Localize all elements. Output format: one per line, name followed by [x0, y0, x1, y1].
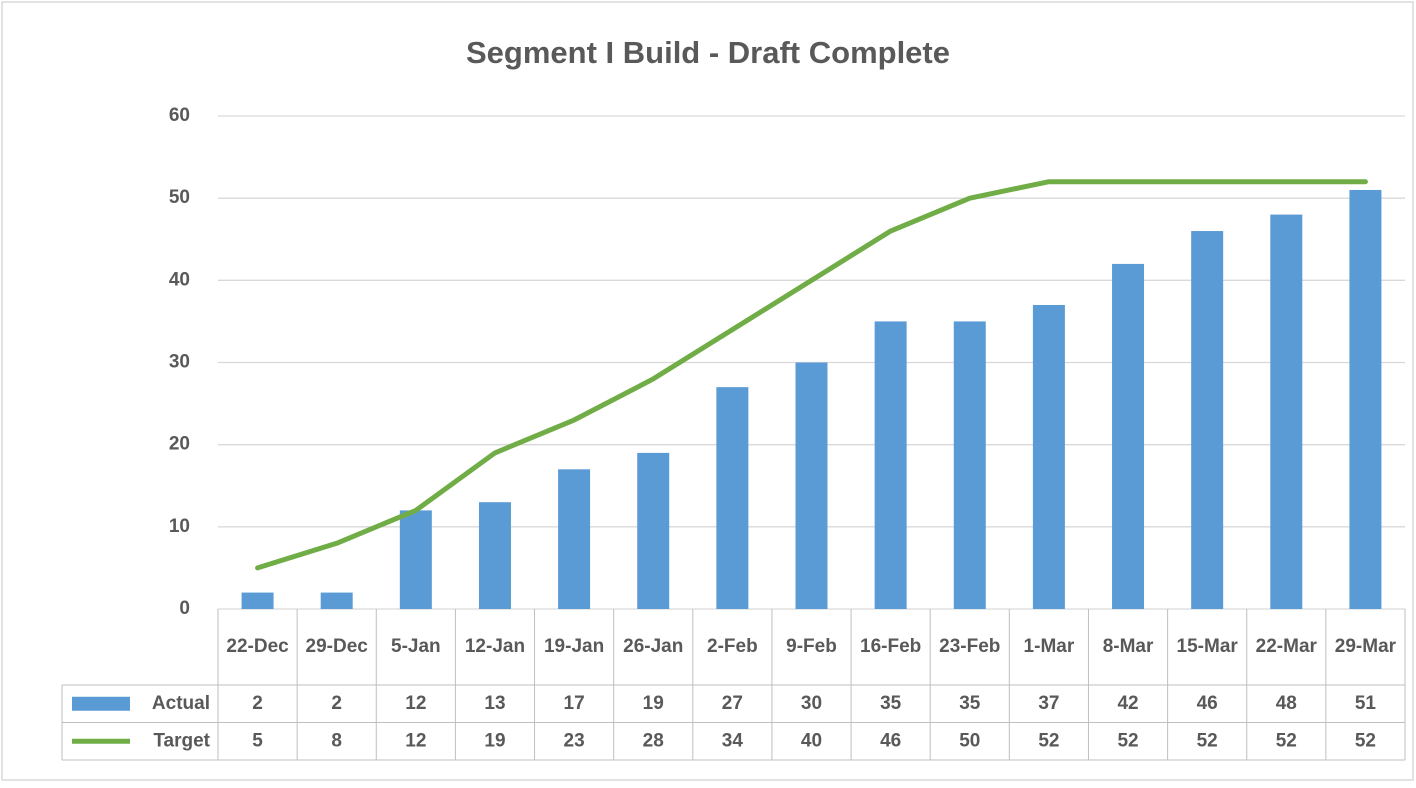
legend-label: Actual	[152, 693, 210, 714]
x-tick-label: 5-Jan	[391, 636, 441, 657]
table-value: 2	[252, 693, 263, 714]
table-value: 13	[484, 693, 505, 714]
legend-swatch	[72, 696, 130, 711]
bar	[795, 362, 828, 609]
x-tick-label: 8-Mar	[1103, 636, 1154, 657]
table-value: 28	[643, 730, 664, 751]
table-value: 12	[405, 693, 426, 714]
x-tick-label: 16-Feb	[860, 636, 921, 657]
y-tick-label: 40	[169, 269, 190, 290]
table-value: 27	[722, 693, 743, 714]
table-value: 40	[801, 730, 822, 751]
table-value: 30	[801, 693, 822, 714]
bar	[637, 452, 670, 609]
bar	[1349, 189, 1382, 609]
table-value: 19	[643, 693, 664, 714]
bar	[1270, 214, 1303, 609]
y-tick-label: 60	[169, 105, 190, 126]
chart-title: Segment I Build - Draft Complete	[466, 35, 950, 70]
table-value: 46	[880, 730, 901, 751]
table-value: 8	[331, 730, 342, 751]
legend-label: Target	[153, 730, 210, 751]
bar	[1032, 304, 1065, 609]
bar	[1191, 231, 1224, 610]
x-tick-label: 15-Mar	[1177, 636, 1239, 657]
x-tick-label: 1-Mar	[1024, 636, 1075, 657]
bar	[874, 321, 907, 609]
table-value: 35	[959, 693, 981, 714]
table-value: 19	[484, 730, 505, 751]
table-value: 52	[1355, 730, 1376, 751]
bar	[399, 510, 432, 609]
table-value: 52	[1197, 730, 1218, 751]
table-value: 48	[1276, 693, 1297, 714]
y-tick-label: 20	[169, 434, 190, 455]
x-tick-label: 22-Mar	[1256, 636, 1318, 657]
x-tick-label: 2-Feb	[707, 636, 758, 657]
x-tick-label: 29-Dec	[306, 636, 369, 657]
table-value: 52	[1276, 730, 1297, 751]
x-tick-label: 26-Jan	[623, 636, 683, 657]
y-tick-label: 10	[169, 516, 190, 537]
table-value: 23	[564, 730, 585, 751]
x-tick-label: 29-Mar	[1335, 636, 1397, 657]
x-tick-label: 22-Dec	[226, 636, 289, 657]
bar	[478, 502, 511, 609]
table-value: 42	[1117, 693, 1138, 714]
table-value: 52	[1038, 730, 1059, 751]
x-tick-label: 12-Jan	[465, 636, 525, 657]
table-value: 50	[959, 730, 980, 751]
table-value: 5	[252, 730, 263, 751]
table-value: 12	[405, 730, 426, 751]
table-value: 51	[1355, 693, 1377, 714]
table-value: 17	[564, 693, 585, 714]
table-value: 35	[880, 693, 902, 714]
x-tick-label: 19-Jan	[544, 636, 604, 657]
x-tick-label: 23-Feb	[939, 636, 1000, 657]
y-tick-label: 30	[169, 352, 190, 373]
table-value: 46	[1197, 693, 1218, 714]
table-value: 37	[1038, 693, 1059, 714]
y-tick-label: 0	[179, 598, 190, 619]
table-value: 2	[331, 693, 342, 714]
bar	[320, 592, 353, 609]
bar	[953, 321, 986, 609]
x-tick-label: 9-Feb	[786, 636, 837, 657]
bar	[1112, 263, 1145, 609]
line	[255, 179, 1368, 571]
bar	[558, 469, 591, 609]
bar	[241, 592, 274, 609]
y-tick-label: 50	[169, 187, 190, 208]
table-value: 34	[722, 730, 744, 751]
bar	[716, 387, 749, 609]
table-value: 52	[1117, 730, 1138, 751]
